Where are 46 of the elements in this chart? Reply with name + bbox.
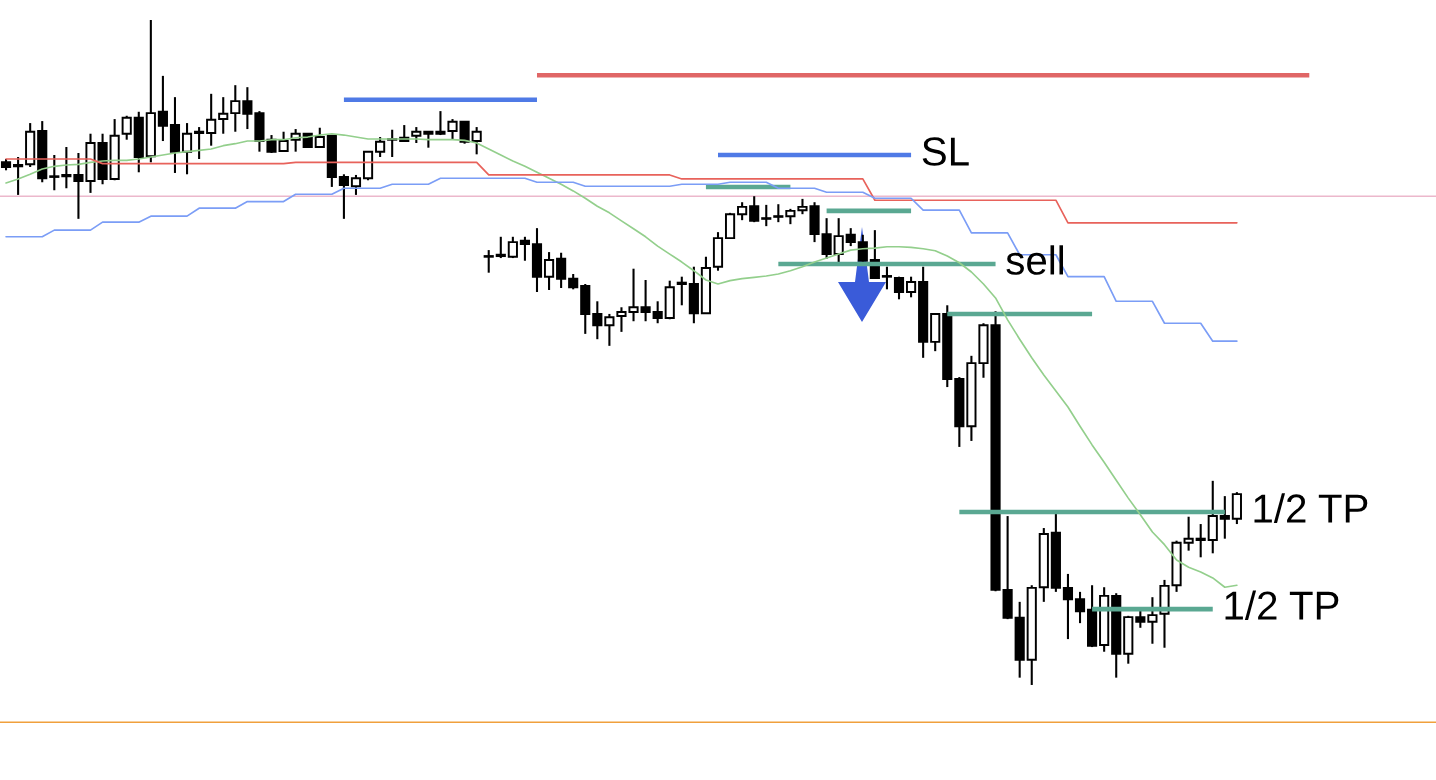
candlestick	[724, 211, 736, 240]
candlestick	[121, 114, 132, 141]
series-label: 1/2 TP	[1225, 590, 1339, 620]
candlestick	[181, 122, 193, 176]
candlestick	[1219, 495, 1230, 540]
candlestick	[543, 251, 555, 292]
candlestick	[375, 136, 386, 159]
candlestick	[49, 153, 60, 192]
candlestick	[821, 217, 832, 260]
candlestick	[471, 126, 482, 156]
candlestick	[314, 126, 325, 149]
candlestick	[242, 86, 253, 131]
candlestick	[604, 312, 615, 347]
candlestick	[206, 92, 217, 147]
series-label: sell	[1006, 245, 1064, 275]
candlestick	[1195, 523, 1206, 559]
candlestick	[1062, 572, 1074, 641]
candlestick	[652, 300, 663, 325]
candlestick	[278, 130, 289, 153]
candlestick	[556, 251, 567, 290]
series-label: 1/2 TP	[1254, 493, 1368, 523]
candlestick	[1074, 590, 1086, 625]
candlestick	[459, 120, 470, 145]
candlestick	[881, 265, 893, 291]
series-label: SL	[922, 137, 969, 166]
candlestick	[483, 249, 494, 274]
candlestick	[218, 96, 229, 135]
candlestick	[230, 84, 241, 133]
candlestick	[592, 300, 603, 341]
candlestick	[676, 275, 687, 307]
candlestick	[61, 145, 72, 190]
candlestick	[1147, 596, 1158, 645]
candlestick	[749, 195, 760, 224]
candlestick	[761, 203, 772, 228]
candlestick	[338, 173, 349, 220]
candlestick	[350, 173, 362, 196]
candlestick	[906, 275, 917, 299]
candlestick	[1207, 479, 1218, 555]
candlestick	[13, 155, 24, 196]
candlestick	[194, 126, 205, 161]
candlestick	[495, 235, 506, 260]
candlestick	[1183, 515, 1194, 552]
candlestick	[1135, 608, 1146, 629]
candlestick	[640, 278, 651, 323]
candlestick	[519, 235, 530, 262]
candlestick	[157, 74, 168, 143]
